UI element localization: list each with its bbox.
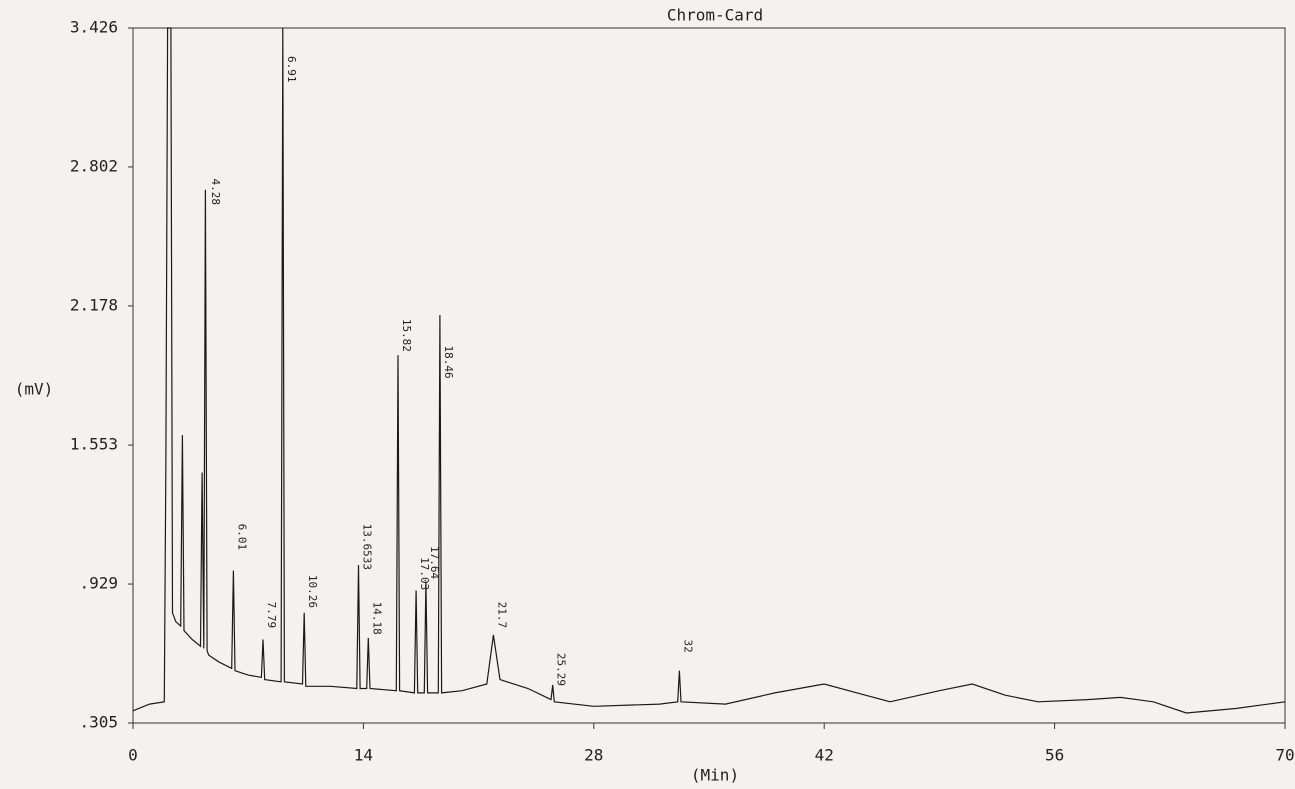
peak-label: 10.26 [306,575,319,608]
x-tick-label: 42 [815,746,834,765]
peak-label: 25.29 [555,653,568,686]
y-axis-label: (mV) [15,380,54,399]
peak-label: 6.01 [235,524,248,551]
peak-label: 7.79 [265,602,278,629]
peak-label: 32 [681,639,694,652]
peak-label: 14.18 [370,602,383,635]
y-tick-label: 2.178 [70,295,118,314]
peak-label: 21.7 [495,602,508,629]
y-tick-label: 2.802 [70,156,118,175]
peak-label: 18.46 [442,346,455,379]
x-tick-label: 14 [354,746,373,765]
peak-label: 17.64 [428,546,441,579]
plot-frame [132,27,1286,724]
signal-line [132,27,1286,714]
x-tick-label: 56 [1045,746,1064,765]
y-tick-label: 1.553 [70,435,118,454]
y-tick-label: .305 [79,713,118,732]
peak-label: 4.28 [209,179,222,206]
x-axis-label: (Min) [691,766,739,785]
y-tick-label: .929 [79,574,118,593]
y-tick-label: 3.426 [70,18,118,37]
x-tick-label: 28 [584,746,603,765]
x-tick-label: 0 [128,746,138,765]
peak-label: 13.6533 [360,524,373,570]
peak-label: 6.91 [285,56,298,83]
chart-title: Chrom-Card [667,6,763,25]
peak-label: 15.82 [400,319,413,352]
peak-label: 17.03 [418,557,431,590]
x-tick-label: 70 [1275,746,1294,765]
